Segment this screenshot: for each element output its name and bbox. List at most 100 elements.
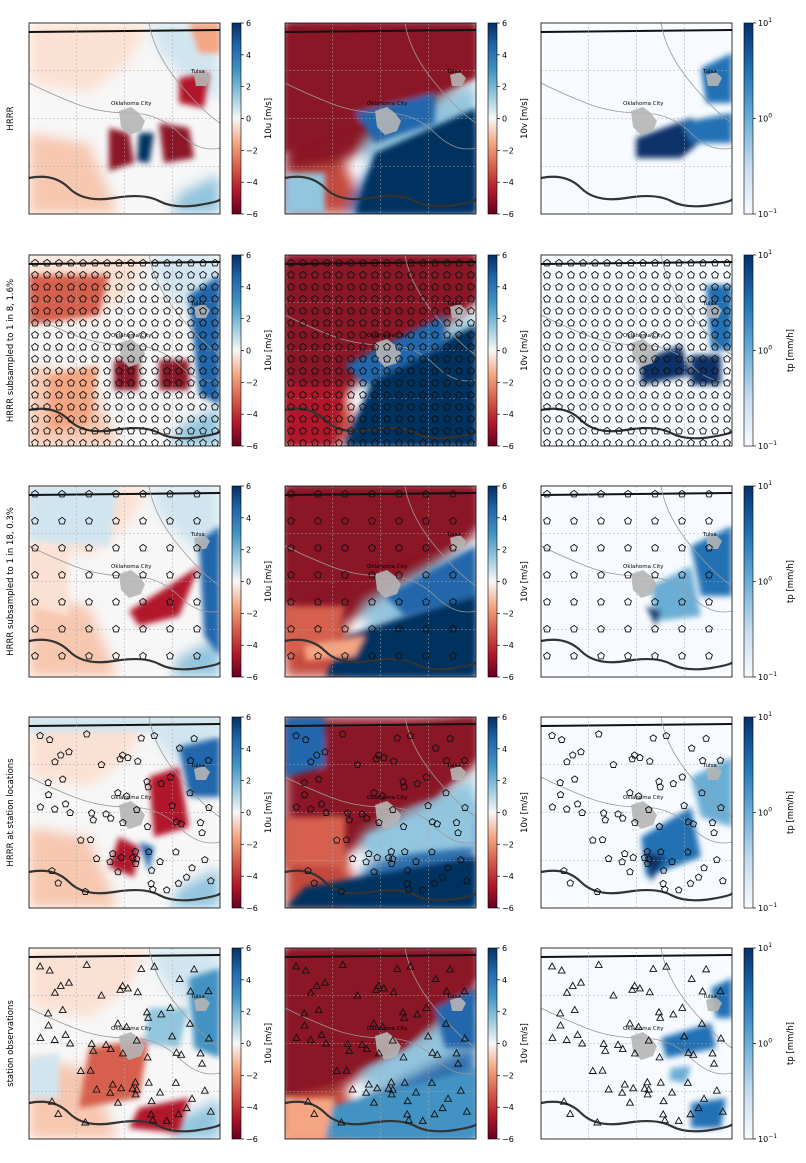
row-label: HRRR at station locations: [6, 758, 16, 867]
colorbar-label: 10v [m/s]: [520, 1023, 530, 1064]
station-marker: [204, 756, 213, 764]
state-border-south: [285, 638, 476, 671]
sample-marker: [43, 318, 51, 327]
colorbar-tick-label: −2: [502, 1071, 514, 1080]
colorbar-tick-label: −4: [502, 1103, 514, 1112]
station-marker: [412, 857, 420, 865]
sample-marker: [139, 318, 147, 327]
station-marker: [463, 876, 471, 885]
sample-marker: [455, 294, 463, 303]
station-marker: [312, 751, 321, 759]
sample-marker: [699, 378, 707, 387]
station-marker: [131, 847, 140, 855]
sample-marker: [335, 366, 343, 375]
sample-marker: [163, 402, 171, 411]
station-marker: [609, 991, 618, 999]
station-marker: [89, 816, 98, 824]
station-marker: [399, 1052, 408, 1061]
city-label-okc: Oklahoma City: [111, 1026, 152, 1032]
sample-marker: [711, 414, 719, 423]
sample-marker: [443, 414, 451, 423]
sample-marker: [85, 543, 93, 552]
station-marker: [86, 835, 95, 844]
colorbar-tick-label: 6: [502, 944, 507, 953]
sample-marker: [199, 294, 207, 303]
field-region: [29, 827, 119, 908]
sample-marker: [139, 330, 147, 339]
sample-marker: [151, 258, 159, 267]
sample-marker: [711, 282, 719, 291]
sample-marker: [199, 342, 207, 351]
sample-marker: [639, 294, 647, 303]
sample-marker: [567, 366, 575, 375]
station-marker: [81, 887, 90, 895]
sample-marker: [467, 414, 475, 423]
sample-marker: [323, 378, 331, 387]
sample-marker: [314, 651, 322, 660]
sample-marker: [615, 270, 623, 279]
station-marker: [373, 1083, 382, 1092]
sample-marker: [85, 597, 93, 606]
city-area-okc: [119, 339, 145, 367]
sample-marker: [127, 426, 135, 435]
sample-marker: [359, 318, 367, 327]
sample-marker: [543, 366, 551, 375]
station-marker: [353, 760, 362, 768]
colorbar-tick-label: −2: [246, 378, 258, 387]
station-marker: [291, 961, 301, 970]
station-marker: [132, 854, 141, 863]
station-marker: [374, 1048, 384, 1057]
sample-marker: [687, 282, 695, 291]
sample-marker: [651, 489, 659, 498]
county-line: [148, 23, 220, 124]
sample-marker: [407, 318, 415, 327]
station-marker: [431, 974, 440, 982]
sample-marker: [705, 597, 713, 606]
sample-marker: [624, 516, 632, 525]
sample-marker: [163, 366, 171, 375]
sample-marker: [175, 318, 183, 327]
sample-marker: [371, 366, 379, 375]
station-marker: [196, 818, 205, 826]
station-marker: [108, 1080, 117, 1088]
sample-marker: [639, 342, 647, 351]
sample-marker: [675, 378, 683, 387]
station-marker: [400, 1013, 409, 1021]
station-marker: [656, 1078, 665, 1086]
colorbar-tick-label: 0: [246, 809, 251, 818]
sample-marker: [314, 516, 322, 525]
sample-marker: [675, 342, 683, 351]
station-marker: [44, 778, 52, 786]
station-marker: [400, 1078, 409, 1086]
sample-marker: [603, 330, 611, 339]
sample-marker: [175, 270, 183, 279]
sample-marker: [166, 597, 174, 606]
sample-marker: [687, 270, 695, 279]
sample-marker: [675, 366, 683, 375]
sample-marker: [199, 366, 207, 375]
city-area-okc: [375, 339, 401, 367]
station-marker: [562, 1035, 571, 1043]
station-marker: [81, 1118, 90, 1126]
sample-marker: [615, 354, 623, 363]
sample-marker: [407, 258, 415, 267]
sample-marker: [359, 378, 367, 387]
station-marker: [65, 747, 73, 756]
sample-marker: [55, 270, 63, 279]
sample-marker: [31, 270, 39, 279]
station-marker: [684, 818, 693, 826]
sample-marker: [407, 306, 415, 315]
sample-marker: [579, 282, 587, 291]
colorbar-label: 10u [m/s]: [264, 792, 274, 833]
sample-marker: [603, 258, 611, 267]
station-marker: [50, 1035, 59, 1043]
sample-marker: [663, 318, 671, 327]
sample-marker: [187, 342, 195, 351]
sample-marker: [43, 414, 51, 423]
sample-marker: [31, 354, 39, 363]
sample-marker: [31, 543, 39, 552]
state-border-south: [29, 175, 220, 208]
sample-marker: [91, 306, 99, 315]
state-border-south: [541, 1100, 732, 1133]
